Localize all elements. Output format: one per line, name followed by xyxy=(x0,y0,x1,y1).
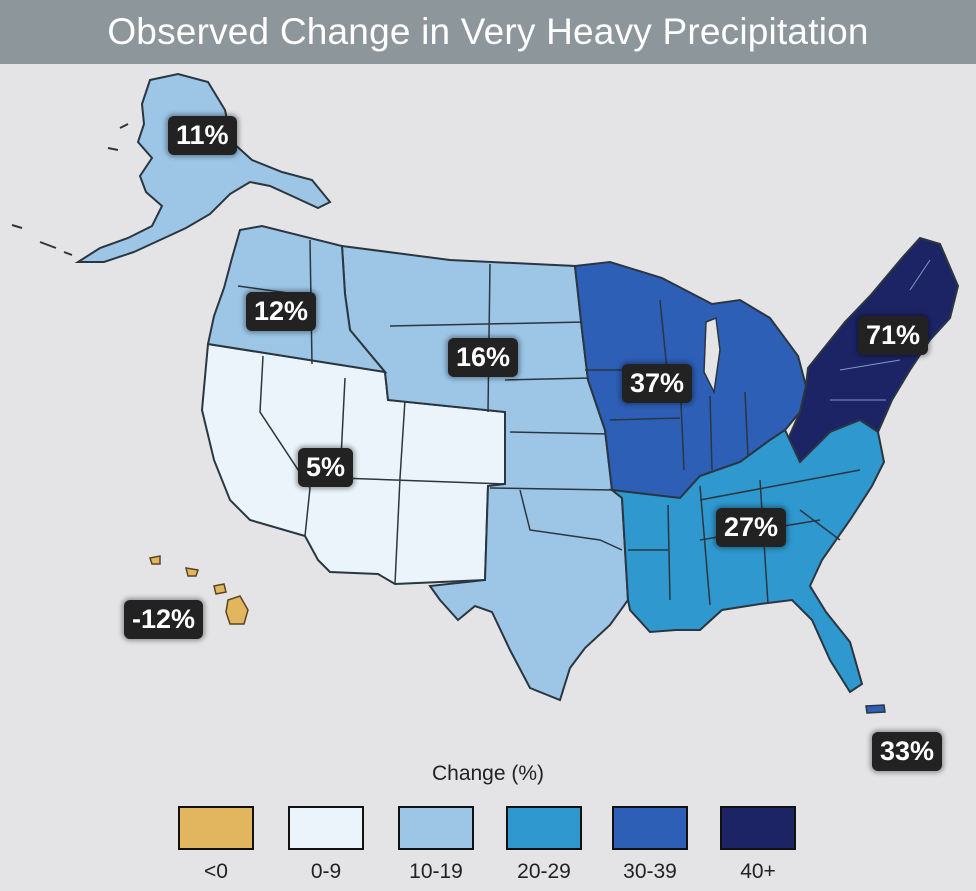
legend-item: 20-29 xyxy=(506,806,582,884)
value-puerto-rico: 33% xyxy=(872,732,943,771)
value-northwest: 12% xyxy=(246,292,317,331)
legend-swatch-40-plus xyxy=(720,806,796,850)
legend-swatch-20-29 xyxy=(506,806,582,850)
legend-swatch-10-19 xyxy=(398,806,474,850)
legend-label: <0 xyxy=(204,860,228,883)
lake-michigan xyxy=(703,316,721,395)
region-puerto-rico xyxy=(865,704,886,714)
value-alaska: 11% xyxy=(168,116,237,155)
us-map xyxy=(11,72,960,714)
value-hawaii: -12% xyxy=(124,600,204,639)
legend-swatch-below-zero xyxy=(178,806,254,850)
legend-label: 20-29 xyxy=(517,860,571,883)
legend-item: 30-39 xyxy=(612,806,688,884)
legend-title: Change (%) xyxy=(431,762,545,785)
region-southeast xyxy=(608,418,886,694)
value-great-plains: 16% xyxy=(448,338,519,377)
map-title: Observed Change in Very Heavy Precipitat… xyxy=(107,11,869,52)
region-alaska xyxy=(74,72,332,263)
legend-label: 30-39 xyxy=(623,860,677,883)
northeast-state-lines xyxy=(830,259,931,401)
value-southeast: 27% xyxy=(716,508,787,547)
southwest-state-lines xyxy=(259,355,506,585)
midwest-state-lines xyxy=(585,299,749,471)
legend-item: <0 xyxy=(178,806,254,884)
legend-item: 40+ xyxy=(720,806,796,884)
legend-label: 40+ xyxy=(740,860,776,883)
alaska-islands xyxy=(11,123,129,256)
legend-label: 0-9 xyxy=(310,860,342,883)
legend-label: 10-19 xyxy=(409,860,463,883)
legend-swatch-0-9 xyxy=(288,806,364,850)
value-northeast: 71% xyxy=(858,316,929,355)
region-hawaii xyxy=(149,555,249,625)
value-midwest: 37% xyxy=(622,364,693,403)
value-southwest: 5% xyxy=(298,448,354,487)
title-bar: Observed Change in Very Heavy Precipitat… xyxy=(0,0,976,64)
legend-item: 0-9 xyxy=(288,806,364,884)
legend-item: 10-19 xyxy=(398,806,474,884)
legend-swatch-30-39 xyxy=(612,806,688,850)
